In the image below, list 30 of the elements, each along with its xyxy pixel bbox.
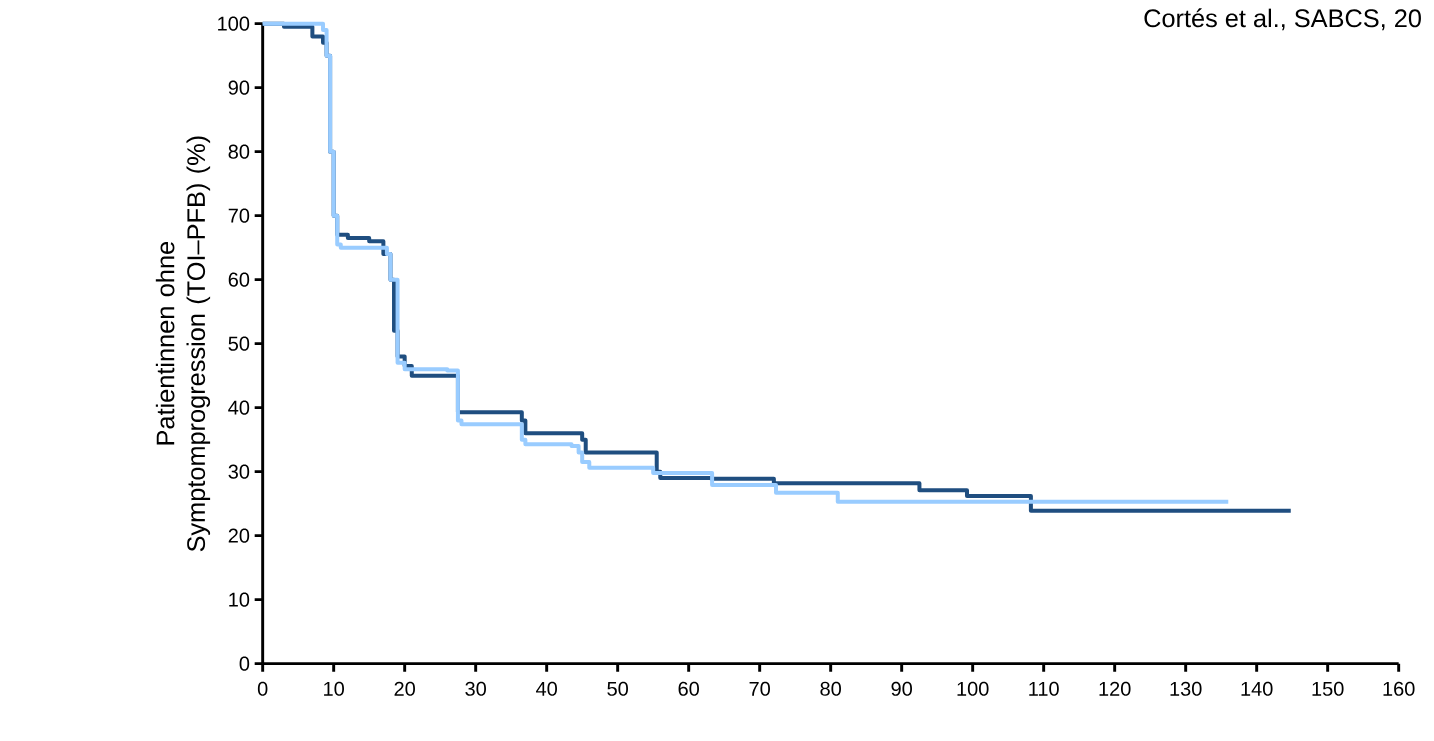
x-tick-label: 110 <box>1029 681 1059 696</box>
x-tick-label: 0 <box>257 681 268 696</box>
y-tick-label: 90 <box>228 80 250 95</box>
x-tick-label: 130 <box>1170 681 1202 696</box>
x-tick-label: 30 <box>465 681 486 696</box>
y-tick-label: 40 <box>228 400 250 415</box>
x-tick-label: 20 <box>394 681 415 696</box>
x-tick-label: 150 <box>1312 681 1344 696</box>
y-tick-label: 10 <box>229 592 250 607</box>
x-tick-label: 140 <box>1241 681 1273 696</box>
y-tick-label: 50 <box>228 336 250 351</box>
y-tick-label: 70 <box>228 208 250 223</box>
x-tick-label: 60 <box>678 681 699 696</box>
x-tick-label: 90 <box>891 681 912 696</box>
y-tick-label: 30 <box>228 464 250 479</box>
y-tick-label: 80 <box>228 144 250 159</box>
y-tick-label: 60 <box>228 272 250 287</box>
y-tick-label: 20 <box>228 528 250 543</box>
x-tick-label: 70 <box>749 681 770 696</box>
y-tick-label: 100 <box>218 16 250 31</box>
x-tick-label: 50 <box>607 681 628 696</box>
x-tick-label: 10 <box>324 681 344 696</box>
x-tick-label: 40 <box>536 681 557 696</box>
y-tick-label: 0 <box>239 656 250 671</box>
x-tick-label: 100 <box>957 681 989 696</box>
annotation: Cortés et al., SABCS, 20 <box>1144 8 1421 31</box>
x-tick-label: 120 <box>1099 681 1131 696</box>
x-tick-label: 160 <box>1383 681 1415 696</box>
y-axis-title: Patientinnen ohne Symptomprogression (TOI–PFB) (%) <box>155 136 211 552</box>
x-tick-label: 80 <box>820 681 841 696</box>
